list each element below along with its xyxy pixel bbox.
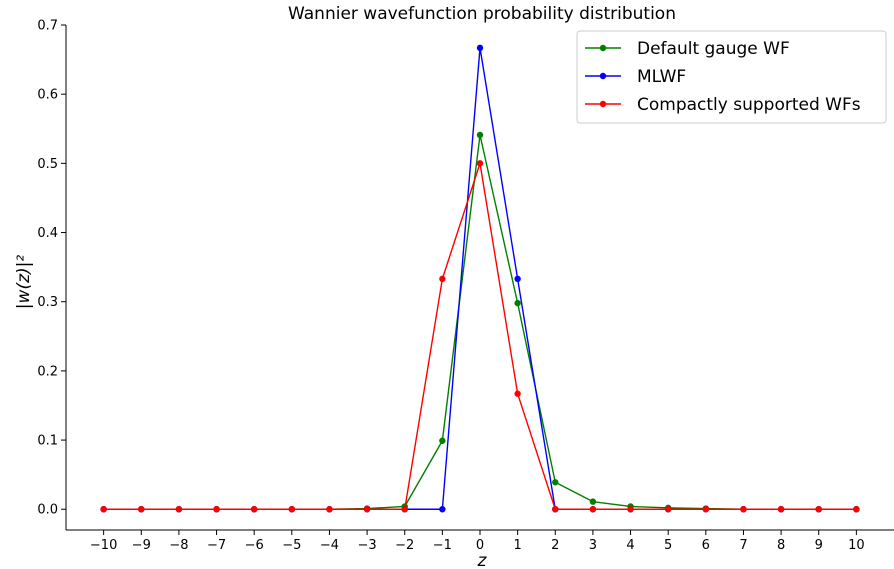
legend-swatch-marker bbox=[599, 44, 607, 52]
x-tick-label: −4 bbox=[320, 538, 339, 553]
legend-item: Compactly supported WFs bbox=[585, 95, 861, 115]
legend-item: MLWF bbox=[585, 67, 686, 87]
x-tick-label: −2 bbox=[395, 538, 414, 553]
legend-item: Default gauge WF bbox=[585, 39, 790, 59]
x-tick-label: −10 bbox=[90, 538, 117, 553]
x-tick-label: −1 bbox=[433, 538, 452, 553]
data-point bbox=[250, 506, 258, 513]
y-tick-label: 0.1 bbox=[37, 434, 58, 449]
data-point bbox=[288, 506, 296, 513]
y-axis-label: |w(z)|² bbox=[14, 255, 34, 310]
legend-frame bbox=[576, 30, 887, 124]
series-2 bbox=[100, 160, 860, 513]
data-point bbox=[439, 437, 446, 444]
x-tick-label: 8 bbox=[777, 538, 785, 553]
x-tick-label: 9 bbox=[815, 538, 823, 553]
x-tick-label: −6 bbox=[245, 538, 264, 553]
data-point bbox=[552, 479, 559, 486]
x-tick-label: −3 bbox=[358, 538, 377, 553]
data-point bbox=[100, 506, 107, 513]
series-line bbox=[103, 162, 857, 510]
y-tick-label: 0.7 bbox=[37, 19, 58, 34]
y-tick-label: 0.6 bbox=[37, 88, 58, 103]
legend-label: Compactly supported WFs bbox=[637, 95, 861, 115]
legend-items: Default gauge WF MLWF Compactly supported … bbox=[585, 39, 861, 115]
data-point bbox=[439, 275, 446, 283]
series-0 bbox=[100, 131, 860, 513]
data-point bbox=[476, 44, 484, 52]
data-point bbox=[138, 506, 145, 513]
chart-title: Wannier wavefunction probability distrib… bbox=[288, 4, 676, 24]
data-point bbox=[175, 506, 183, 513]
x-tick-label: 3 bbox=[589, 538, 597, 553]
x-tick-label: 1 bbox=[513, 538, 521, 553]
data-point bbox=[514, 299, 521, 307]
x-tick-label: 0 bbox=[476, 538, 484, 553]
y-tick-label: 0.5 bbox=[37, 157, 58, 172]
x-tick-label: −8 bbox=[169, 538, 188, 553]
series-line bbox=[103, 134, 857, 510]
legend-swatch-marker bbox=[599, 100, 607, 108]
data-point bbox=[213, 506, 220, 513]
x-tick-label: −7 bbox=[207, 538, 226, 553]
data-point bbox=[664, 506, 672, 513]
x-axis-ticks: −10 −9 −8 −7 −6 −5 −4 −3 −2 −1 0 1 2 3 4 5 6 7 8 9 10 bbox=[90, 530, 865, 553]
data-point bbox=[589, 498, 597, 505]
data-point bbox=[439, 506, 446, 513]
y-tick-label: 0.2 bbox=[37, 364, 58, 379]
data-point bbox=[363, 506, 371, 513]
data-point bbox=[702, 506, 710, 513]
legend-label: MLWF bbox=[637, 67, 686, 87]
data-point bbox=[552, 506, 559, 513]
x-tick-label: −5 bbox=[282, 538, 301, 553]
data-point bbox=[476, 160, 484, 167]
plot-area: −10 −9 −8 −7 −6 −5 −4 −3 −2 −1 0 1 2 3 4 5 6 7 8 9 10 0.00.1… bbox=[37, 19, 894, 553]
data-point bbox=[401, 506, 408, 513]
data-point bbox=[853, 506, 860, 513]
y-tick-label: 0.0 bbox=[37, 503, 58, 518]
x-tick-label: 7 bbox=[739, 538, 747, 553]
series-layer bbox=[100, 44, 860, 513]
y-tick-label: 0.4 bbox=[37, 226, 58, 241]
legend: Default gauge WF MLWF Compactly supported … bbox=[576, 30, 887, 124]
x-tick-label: 5 bbox=[664, 538, 672, 553]
legend-label: Default gauge WF bbox=[637, 39, 790, 59]
data-point bbox=[589, 506, 597, 513]
y-axis-ticks: 0.0 0.1 0.2 0.3 0.4 0.5 0.6 0.7 bbox=[37, 19, 66, 518]
data-point bbox=[815, 506, 822, 513]
y-tick-label: 0.3 bbox=[37, 295, 58, 310]
legend-swatch-marker bbox=[599, 72, 607, 80]
x-tick-label: 10 bbox=[848, 538, 865, 553]
data-point bbox=[476, 131, 484, 139]
data-point bbox=[777, 506, 785, 513]
x-tick-label: 4 bbox=[626, 538, 634, 553]
data-point bbox=[627, 506, 634, 513]
x-tick-label: −9 bbox=[132, 538, 151, 553]
x-axis-label: z bbox=[477, 551, 488, 569]
x-tick-label: 6 bbox=[702, 538, 710, 553]
data-point bbox=[326, 506, 333, 513]
data-point bbox=[514, 275, 521, 283]
data-point bbox=[514, 390, 521, 397]
data-point bbox=[740, 506, 747, 513]
x-tick-label: 2 bbox=[551, 538, 559, 553]
